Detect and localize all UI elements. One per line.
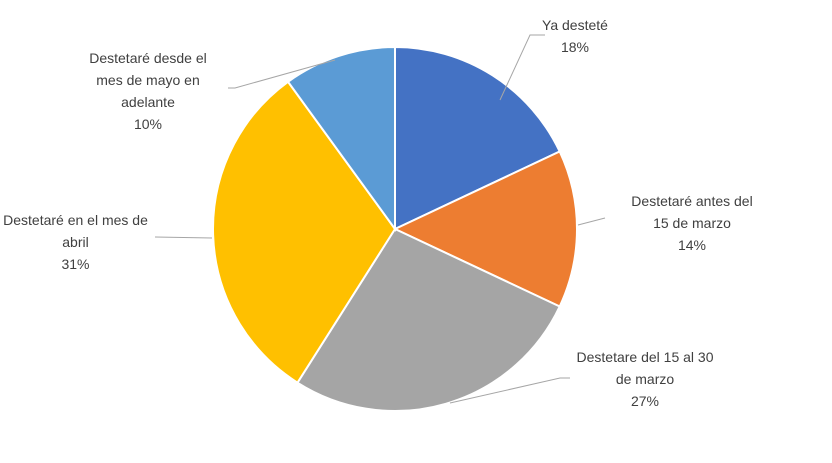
leader-line — [228, 59, 336, 89]
category-label: Ya desteté — [542, 17, 608, 33]
value-label: 31% — [61, 256, 90, 272]
leader-line — [577, 217, 606, 226]
category-label: Destetaré antes del 15 de marzo — [631, 193, 753, 231]
value-label: 14% — [677, 237, 707, 253]
leader-line — [449, 377, 570, 404]
category-label: Destetaré en el mes de abril — [3, 212, 148, 250]
pie-slice — [392, 150, 578, 308]
data-label: Destetaré antes del 15 de marzo 14% — [622, 190, 762, 256]
category-label: Destetaré desde el mes de mayo en adelan… — [89, 50, 207, 110]
pie-slice — [394, 45, 562, 231]
leader-line — [154, 236, 213, 239]
data-label: Destetare del 15 al 30 de marzo 27% — [575, 346, 715, 412]
value-label: 10% — [133, 116, 163, 132]
value-label: 27% — [630, 393, 660, 409]
value-label: 18% — [560, 39, 590, 55]
pie-slice — [212, 80, 397, 385]
pie-slice — [286, 45, 396, 233]
category-label: Destetare del 15 al 30 de marzo — [576, 349, 714, 387]
data-label: Ya desteté 18% — [515, 14, 635, 58]
data-label: Destetaré en el mes de abril 31% — [3, 209, 148, 275]
data-label: Destetaré desde el mes de mayo en adelan… — [78, 47, 218, 135]
leader-line — [499, 34, 545, 101]
pie-slice — [296, 227, 562, 412]
